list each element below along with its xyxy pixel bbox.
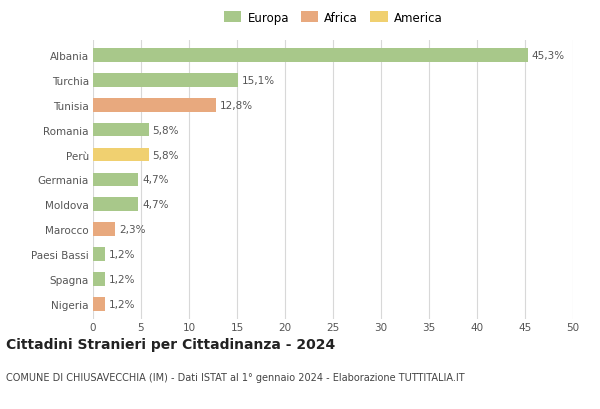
Text: Cittadini Stranieri per Cittadinanza - 2024: Cittadini Stranieri per Cittadinanza - 2… (6, 337, 335, 351)
Text: 2,3%: 2,3% (119, 225, 145, 235)
Bar (93, 272, 104, 286)
Text: 5,8%: 5,8% (152, 150, 179, 160)
Text: 1,2%: 1,2% (109, 274, 135, 284)
Bar (93, 74, 238, 88)
Text: 1,2%: 1,2% (109, 299, 135, 309)
Legend: Europa, Africa, America: Europa, Africa, America (219, 7, 447, 29)
Bar (93, 99, 216, 112)
Text: 12,8%: 12,8% (220, 101, 253, 110)
Bar (93, 247, 104, 261)
Text: 15,1%: 15,1% (242, 76, 275, 85)
Text: 5,8%: 5,8% (152, 125, 179, 135)
Bar (93, 173, 138, 187)
Bar (93, 198, 138, 211)
Bar (93, 297, 104, 311)
Text: COMUNE DI CHIUSAVECCHIA (IM) - Dati ISTAT al 1° gennaio 2024 - Elaborazione TUTT: COMUNE DI CHIUSAVECCHIA (IM) - Dati ISTA… (6, 372, 464, 382)
Bar (93, 124, 149, 137)
Bar (93, 223, 115, 236)
Bar (93, 49, 528, 63)
Text: 45,3%: 45,3% (532, 51, 565, 61)
Bar (93, 148, 149, 162)
Text: 1,2%: 1,2% (109, 249, 135, 259)
Text: 4,7%: 4,7% (142, 175, 169, 185)
Text: 4,7%: 4,7% (142, 200, 169, 210)
